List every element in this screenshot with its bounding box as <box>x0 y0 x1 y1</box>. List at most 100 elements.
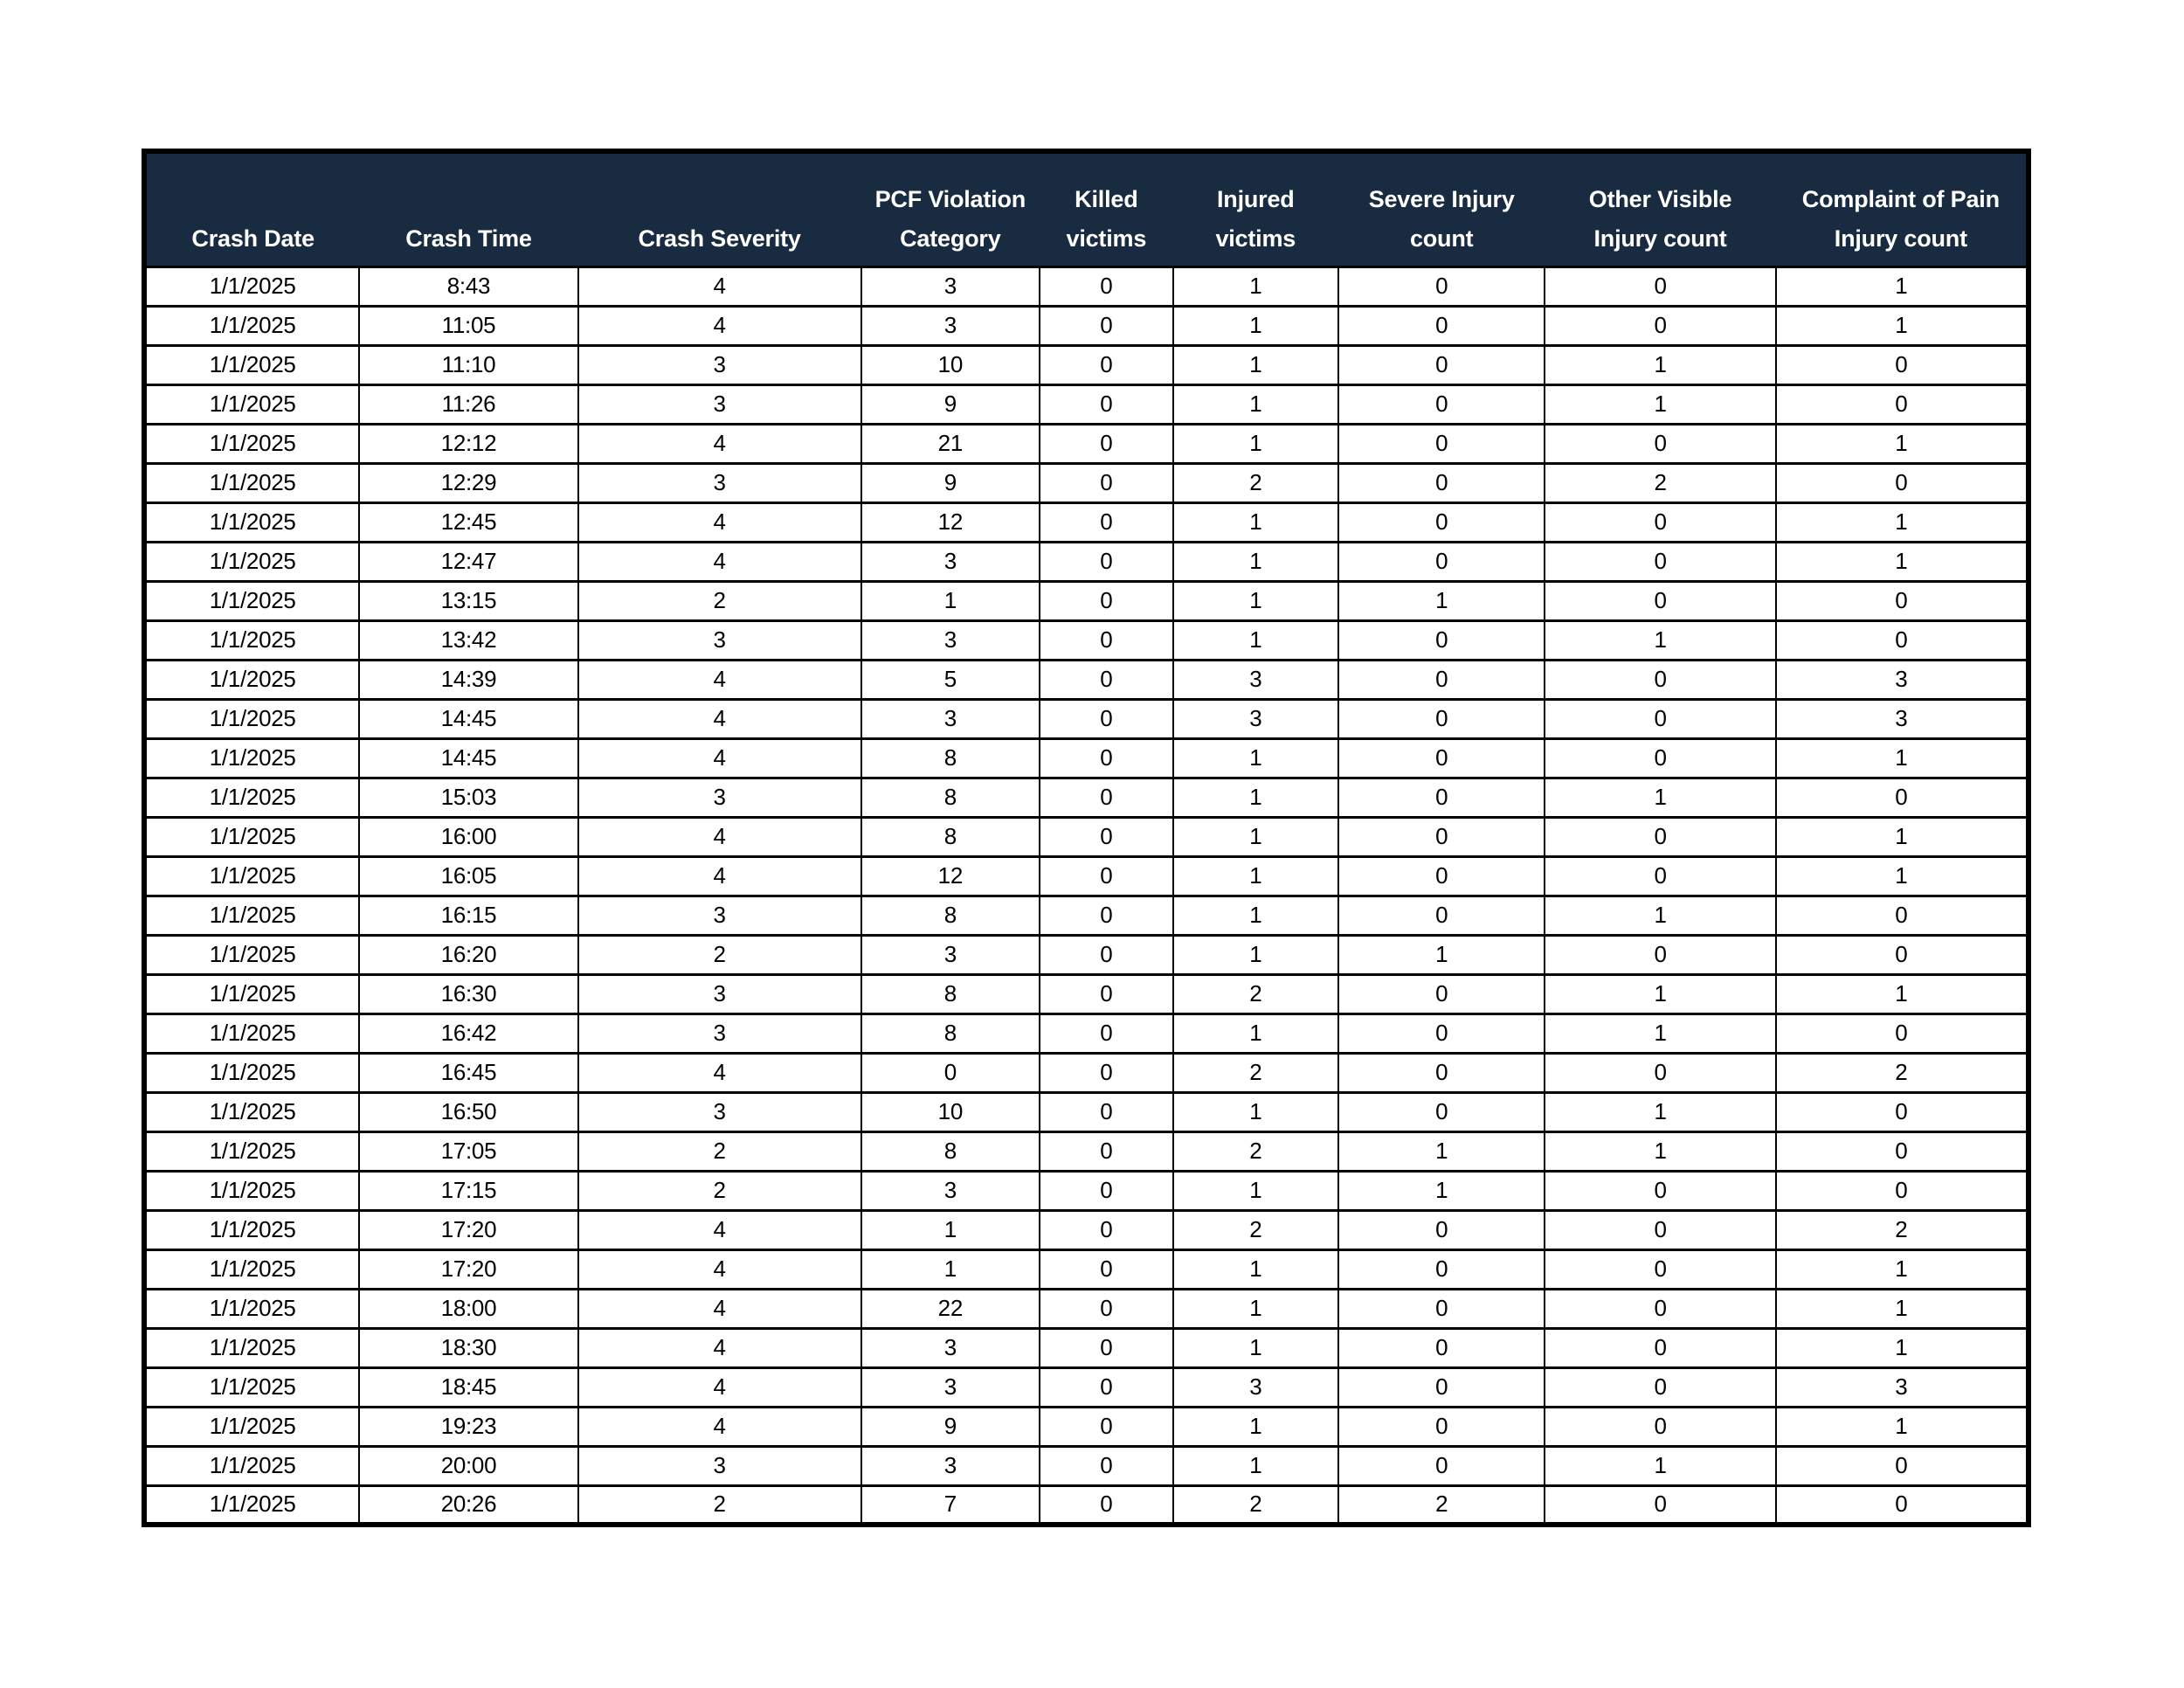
cell-injured-victims: 1 <box>1171 619 1339 661</box>
cell-crash-severity: 2 <box>577 1130 862 1173</box>
cell-crash-time: 8:43 <box>358 265 579 308</box>
cell-injured-victims: 1 <box>1171 579 1339 622</box>
column-header-injured-victims: Injured victims <box>1172 151 1338 268</box>
cell-killed-victims: 0 <box>1039 776 1174 819</box>
cell-severe-injury-count: 0 <box>1337 1366 1546 1408</box>
cell-crash-severity: 4 <box>577 1051 862 1094</box>
cell-crash-time: 16:15 <box>358 894 579 937</box>
cell-complaint-of-pain-injury-count: 0 <box>1774 579 2030 622</box>
cell-severe-injury-count: 1 <box>1337 933 1546 976</box>
cell-complaint-of-pain-injury-count: 1 <box>1774 265 2030 308</box>
cell-pcf-violation-category: 10 <box>860 343 1041 386</box>
cell-injured-victims: 1 <box>1171 1405 1339 1448</box>
cell-crash-severity: 4 <box>577 1287 862 1330</box>
table-row: 1/1/2025 8:43 4 3 0 1 0 0 1 <box>142 265 2030 308</box>
cell-severe-injury-count: 0 <box>1337 540 1546 583</box>
cell-killed-victims: 0 <box>1039 422 1174 465</box>
cell-pcf-violation-category: 8 <box>860 894 1041 937</box>
cell-pcf-violation-category: 8 <box>860 815 1041 858</box>
cell-crash-date: 1/1/2025 <box>142 1366 361 1408</box>
cell-crash-severity: 4 <box>577 422 862 465</box>
cell-crash-time: 18:00 <box>358 1287 579 1330</box>
cell-crash-date: 1/1/2025 <box>142 1444 361 1487</box>
cell-other-visible-injury-count: 1 <box>1544 1090 1777 1133</box>
cell-pcf-violation-category: 3 <box>860 540 1041 583</box>
cell-crash-time: 11:10 <box>358 343 579 386</box>
cell-crash-time: 13:15 <box>358 579 579 622</box>
table-body: 1/1/2025 8:43 4 3 0 1 0 0 1 1/1/2025 11:05 4 3 0 1 0 0 1 1… <box>142 265 2030 1526</box>
cell-crash-severity: 3 <box>577 1090 862 1133</box>
cell-complaint-of-pain-injury-count: 0 <box>1774 619 2030 661</box>
cell-other-visible-injury-count: 1 <box>1544 619 1777 661</box>
cell-pcf-violation-category: 21 <box>860 422 1041 465</box>
cell-severe-injury-count: 0 <box>1337 1405 1546 1448</box>
cell-other-visible-injury-count: 0 <box>1544 1405 1777 1448</box>
column-header-crash-date: Crash Date <box>144 151 360 268</box>
table-header: Crash Date Crash Time Crash Severity PCF Vi… <box>144 151 2028 268</box>
column-header-complaint-of-pain-injury-count: Complaint of Pain Injury count <box>1775 151 2028 268</box>
cell-crash-severity: 2 <box>577 1169 862 1212</box>
cell-pcf-violation-category: 8 <box>860 737 1041 779</box>
cell-severe-injury-count: 2 <box>1337 1484 1546 1526</box>
cell-crash-severity: 3 <box>577 776 862 819</box>
cell-severe-injury-count: 0 <box>1337 1248 1546 1290</box>
cell-injured-victims: 1 <box>1171 343 1339 386</box>
cell-injured-victims: 2 <box>1171 972 1339 1015</box>
cell-crash-severity: 4 <box>577 1405 862 1448</box>
table-row: 1/1/2025 17:20 4 1 0 1 0 0 1 <box>142 1248 2030 1290</box>
table-row: 1/1/2025 11:05 4 3 0 1 0 0 1 <box>142 304 2030 347</box>
cell-crash-severity: 4 <box>577 658 862 701</box>
cell-crash-severity: 4 <box>577 1366 862 1408</box>
cell-killed-victims: 0 <box>1039 265 1174 308</box>
cell-killed-victims: 0 <box>1039 1208 1174 1251</box>
cell-crash-date: 1/1/2025 <box>142 1012 361 1055</box>
cell-pcf-violation-category: 9 <box>860 383 1041 425</box>
cell-crash-date: 1/1/2025 <box>142 501 361 543</box>
cell-pcf-violation-category: 3 <box>860 1169 1041 1212</box>
cell-crash-severity: 4 <box>577 854 862 897</box>
cell-complaint-of-pain-injury-count: 1 <box>1774 422 2030 465</box>
table-row: 1/1/2025 16:15 3 8 0 1 0 1 0 <box>142 894 2030 937</box>
table-row: 1/1/2025 17:20 4 1 0 2 0 0 2 <box>142 1208 2030 1251</box>
cell-crash-time: 12:12 <box>358 422 579 465</box>
cell-pcf-violation-category: 0 <box>860 1051 1041 1094</box>
cell-crash-date: 1/1/2025 <box>142 461 361 504</box>
cell-complaint-of-pain-injury-count: 0 <box>1774 1484 2030 1526</box>
cell-injured-victims: 1 <box>1171 540 1339 583</box>
cell-injured-victims: 1 <box>1171 265 1339 308</box>
cell-other-visible-injury-count: 0 <box>1544 658 1777 701</box>
cell-pcf-violation-category: 3 <box>860 933 1041 976</box>
cell-pcf-violation-category: 12 <box>860 501 1041 543</box>
cell-severe-injury-count: 0 <box>1337 1287 1546 1330</box>
cell-other-visible-injury-count: 0 <box>1544 579 1777 622</box>
table-row: 1/1/2025 12:29 3 9 0 2 0 2 0 <box>142 461 2030 504</box>
cell-crash-severity: 2 <box>577 1484 862 1526</box>
cell-crash-severity: 3 <box>577 1012 862 1055</box>
cell-crash-severity: 4 <box>577 501 862 543</box>
cell-crash-date: 1/1/2025 <box>142 894 361 937</box>
cell-severe-injury-count: 0 <box>1337 1051 1546 1094</box>
cell-crash-date: 1/1/2025 <box>142 697 361 740</box>
cell-severe-injury-count: 0 <box>1337 1208 1546 1251</box>
column-header-other-visible-injury-count: Other Visible Injury count <box>1545 151 1776 268</box>
table-row: 1/1/2025 12:47 4 3 0 1 0 0 1 <box>142 540 2030 583</box>
cell-other-visible-injury-count: 0 <box>1544 1326 1777 1369</box>
cell-other-visible-injury-count: 0 <box>1544 1366 1777 1408</box>
cell-complaint-of-pain-injury-count: 1 <box>1774 304 2030 347</box>
cell-other-visible-injury-count: 0 <box>1544 933 1777 976</box>
cell-injured-victims: 1 <box>1171 383 1339 425</box>
cell-other-visible-injury-count: 1 <box>1544 894 1777 937</box>
cell-severe-injury-count: 0 <box>1337 1012 1546 1055</box>
cell-killed-victims: 0 <box>1039 343 1174 386</box>
cell-crash-time: 12:45 <box>358 501 579 543</box>
cell-killed-victims: 0 <box>1039 737 1174 779</box>
cell-crash-time: 14:45 <box>358 737 579 779</box>
cell-other-visible-injury-count: 1 <box>1544 1012 1777 1055</box>
cell-killed-victims: 0 <box>1039 1405 1174 1448</box>
cell-severe-injury-count: 0 <box>1337 1090 1546 1133</box>
cell-injured-victims: 1 <box>1171 1012 1339 1055</box>
cell-severe-injury-count: 0 <box>1337 422 1546 465</box>
table-row: 1/1/2025 20:26 2 7 0 2 2 0 0 <box>142 1484 2030 1526</box>
cell-severe-injury-count: 0 <box>1337 697 1546 740</box>
cell-pcf-violation-category: 3 <box>860 697 1041 740</box>
